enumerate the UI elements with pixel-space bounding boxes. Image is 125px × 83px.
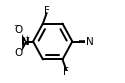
Text: N: N — [86, 37, 94, 46]
Text: +: + — [24, 35, 29, 40]
Text: F: F — [63, 67, 69, 77]
Text: F: F — [44, 6, 50, 16]
Text: O: O — [14, 25, 22, 35]
Text: O: O — [14, 48, 22, 58]
Text: −: − — [14, 23, 19, 29]
Text: N: N — [21, 37, 29, 46]
